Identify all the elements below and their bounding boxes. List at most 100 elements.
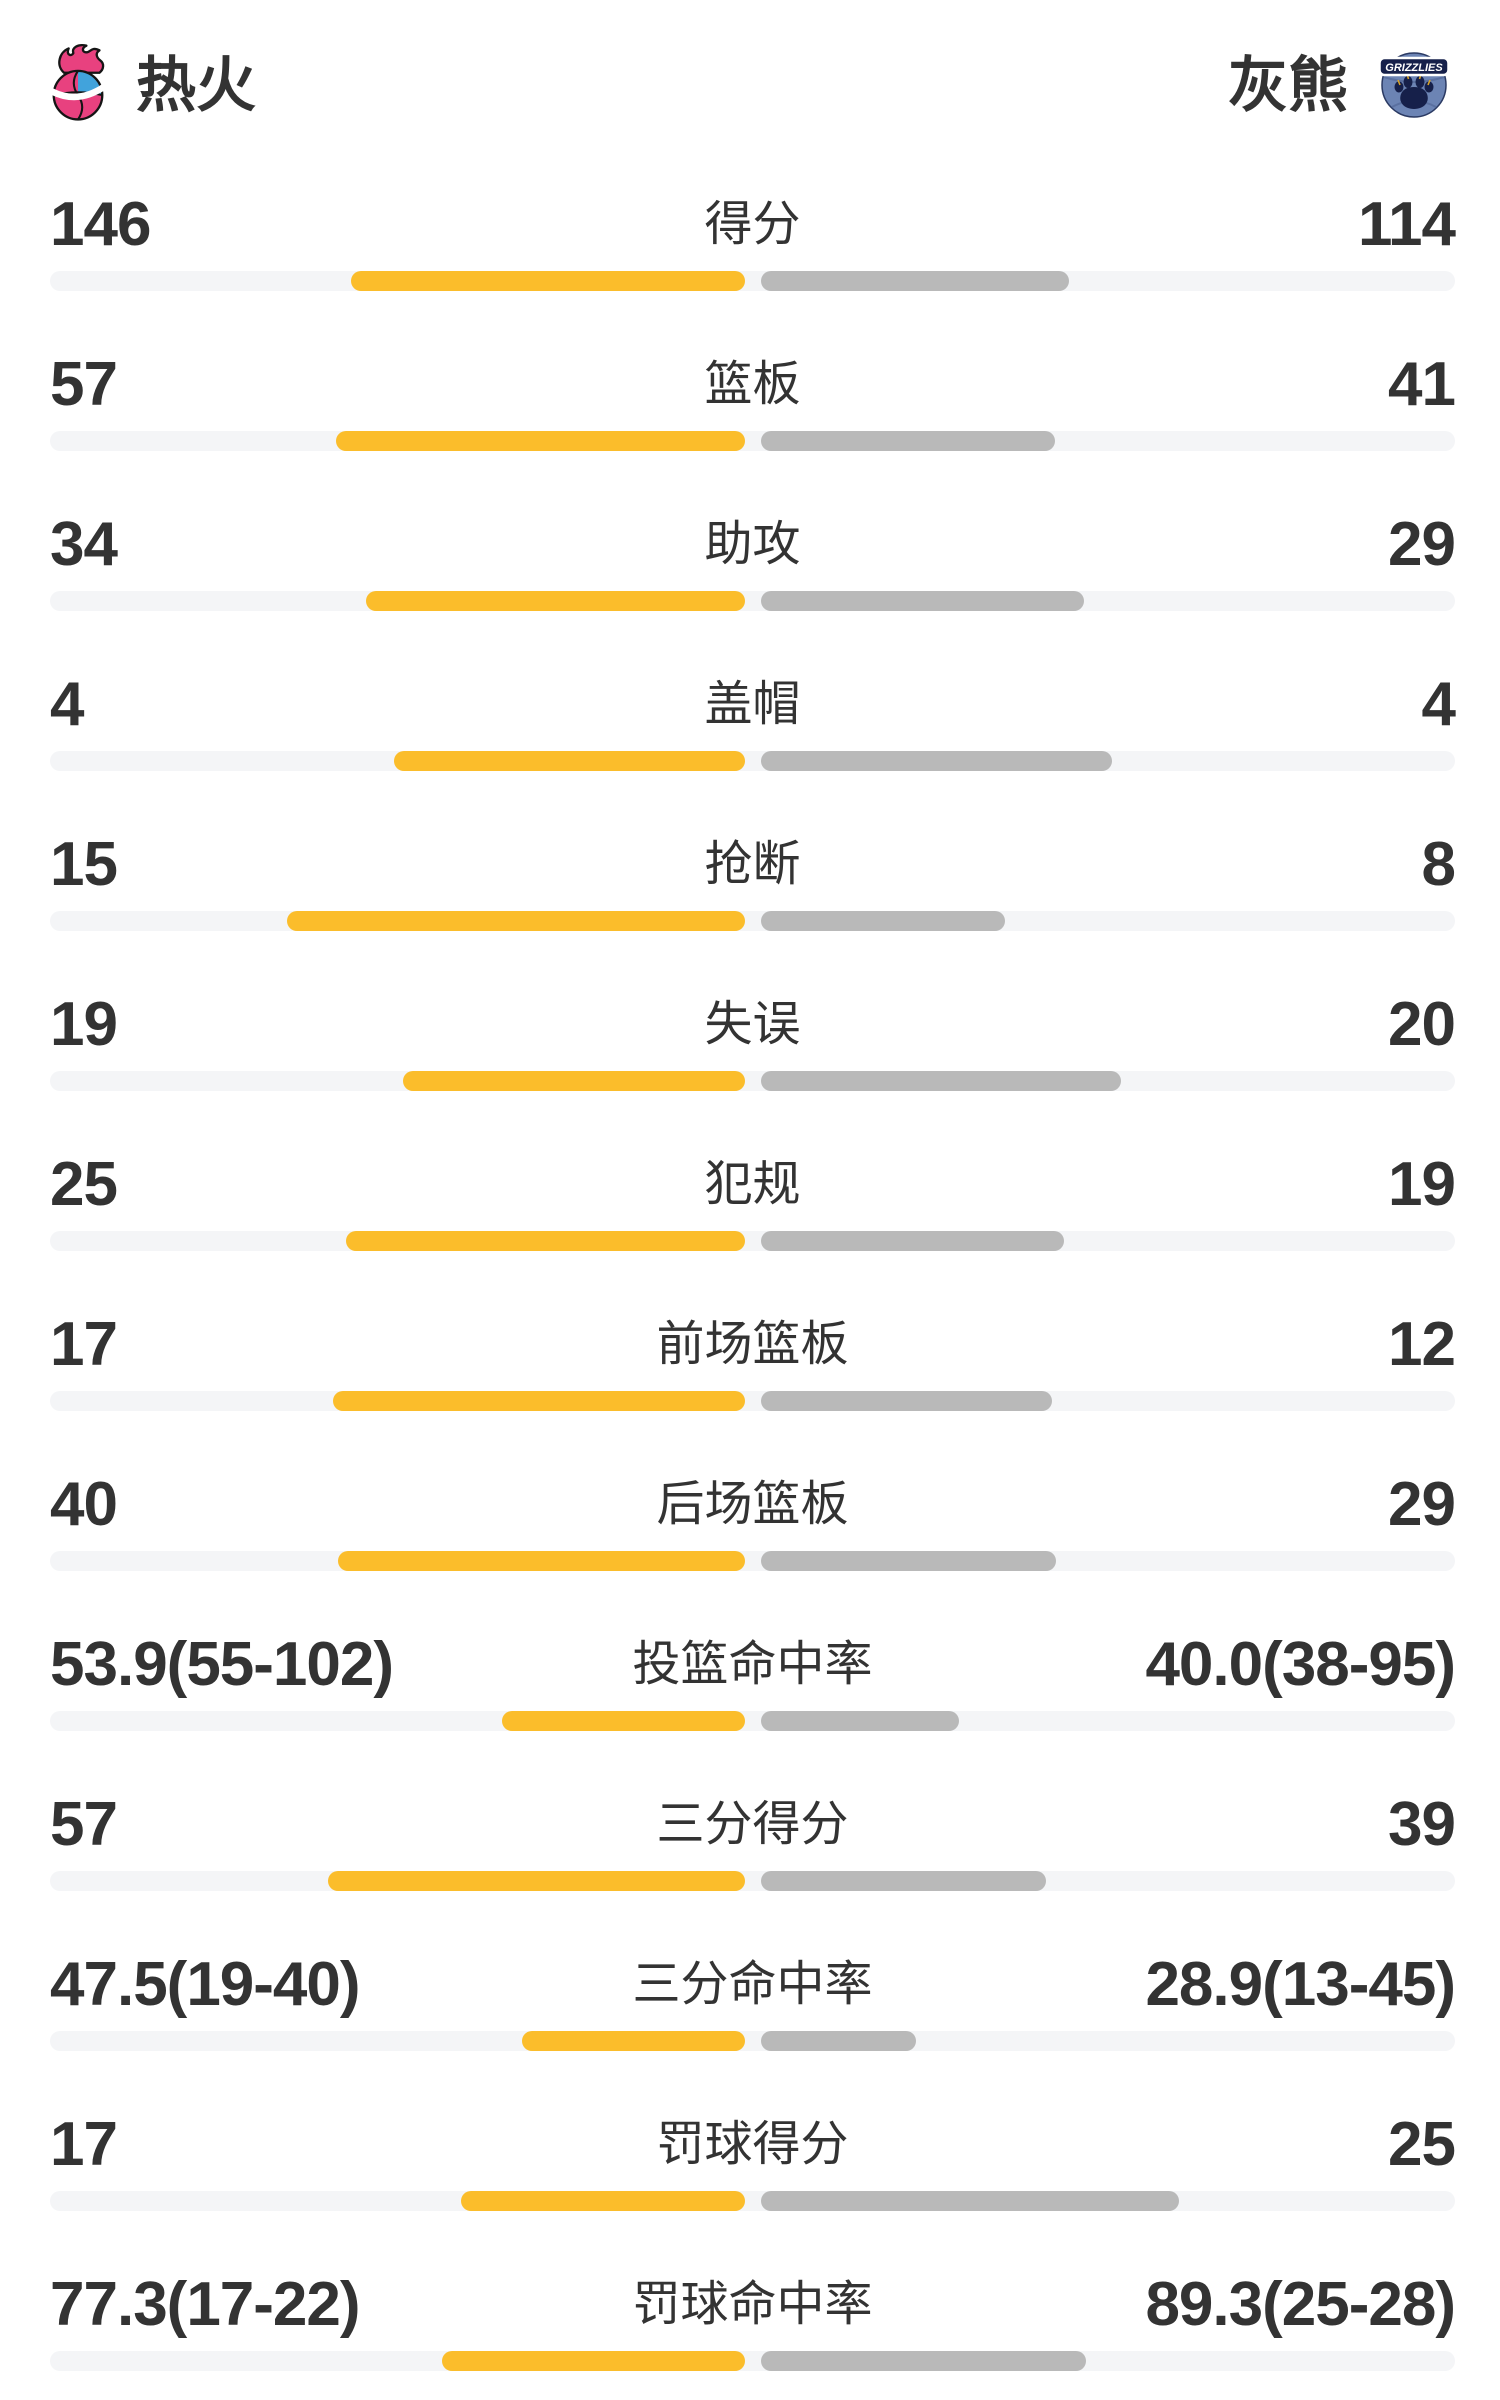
stat-bar-left-fill bbox=[365, 591, 745, 611]
stat-bar-track bbox=[50, 1071, 1455, 1091]
stat-label: 失误 bbox=[704, 998, 801, 1051]
stat-label: 助攻 bbox=[704, 518, 801, 571]
stat-row-assists: 34 助攻 29 bbox=[0, 465, 1500, 625]
stat-bar-left-fill bbox=[393, 751, 745, 771]
stat-row-rebounds: 57 篮板 41 bbox=[0, 305, 1500, 465]
stat-row-three-pt-pct: 47.5(19-40) 三分命中率 28.9(13-45) bbox=[0, 1905, 1500, 2065]
team-left-stat-value: 57 bbox=[50, 350, 118, 419]
stat-label: 前场篮板 bbox=[656, 1318, 849, 1371]
stat-label: 三分得分 bbox=[656, 1798, 849, 1851]
stat-row-defensive-rebounds: 40 后场篮板 29 bbox=[0, 1425, 1500, 1585]
team-left-stat-value: 53.9(55-102) bbox=[50, 1630, 394, 1699]
stat-bar-right-fill bbox=[760, 1071, 1121, 1091]
stat-bar-left-fill bbox=[335, 431, 745, 451]
stat-row-text: 57 篮板 41 bbox=[50, 349, 1456, 421]
stat-bar-right-fill bbox=[760, 271, 1069, 291]
stat-bar-track bbox=[50, 911, 1455, 931]
stat-row-ft-points: 17 罚球得分 25 bbox=[0, 2065, 1500, 2225]
stat-bar-right-fill bbox=[760, 591, 1084, 611]
team-right-stat-value: 12 bbox=[1388, 1310, 1456, 1379]
stat-bar-left-fill bbox=[460, 2191, 745, 2211]
team-left-stat-value: 15 bbox=[50, 830, 118, 899]
stat-bar-track bbox=[50, 1231, 1455, 1251]
team-right-stat-value: 39 bbox=[1388, 1790, 1456, 1859]
stat-bar-track bbox=[50, 271, 1455, 291]
stat-row-text: 19 失误 20 bbox=[50, 989, 1456, 1061]
stat-row-text: 57 三分得分 39 bbox=[50, 1789, 1456, 1861]
stats-list: 146 得分 114 57 篮板 41 34 助攻 29 4 盖帽 4 15 抢断 8 19 失误 20 25 犯规 1… bbox=[0, 145, 1500, 2385]
team-right-stat-value: 29 bbox=[1388, 510, 1456, 579]
stat-bar-right-fill bbox=[760, 911, 1005, 931]
team-left-stat-value: 40 bbox=[50, 1470, 118, 1539]
stat-bar-left-fill bbox=[501, 1711, 745, 1731]
header: 热火 灰熊 GRIZZLIES bbox=[0, 0, 1500, 145]
stat-row-text: 15 抢断 8 bbox=[50, 829, 1456, 901]
stat-label: 罚球得分 bbox=[656, 2118, 849, 2171]
team-right-stat-value: 19 bbox=[1388, 1150, 1456, 1219]
team-right-stat-value: 20 bbox=[1388, 990, 1456, 1059]
stat-bar-right-fill bbox=[760, 1711, 959, 1731]
stat-bar-track bbox=[50, 591, 1455, 611]
stat-bar-right-fill bbox=[760, 431, 1055, 451]
stat-bar-track bbox=[50, 751, 1455, 771]
team-left-stat-value: 17 bbox=[50, 1310, 118, 1379]
stat-bar-left-fill bbox=[332, 1391, 745, 1411]
team-left-stat-value: 4 bbox=[50, 670, 84, 739]
team-left-stat-value: 34 bbox=[50, 510, 118, 579]
stat-row-text: 40 后场篮板 29 bbox=[50, 1469, 1456, 1541]
stat-label: 三分命中率 bbox=[632, 1958, 873, 2011]
stat-bar-left-fill bbox=[337, 1551, 745, 1571]
stat-bar-right-fill bbox=[760, 2031, 916, 2051]
stat-bar-left-fill bbox=[327, 1871, 745, 1891]
stat-row-text: 146 得分 114 bbox=[50, 189, 1456, 261]
heat-logo-icon bbox=[48, 43, 108, 128]
stat-row-text: 25 犯规 19 bbox=[50, 1149, 1456, 1221]
stat-bar-track bbox=[50, 2191, 1455, 2211]
team-right-stat-value: 4 bbox=[1421, 670, 1456, 739]
team-left-stat-value: 19 bbox=[50, 990, 118, 1059]
stat-row-text: 17 罚球得分 25 bbox=[50, 2109, 1456, 2181]
stat-row-turnovers: 19 失误 20 bbox=[0, 945, 1500, 1105]
stat-bar-track bbox=[50, 1871, 1455, 1891]
team-right: 灰熊 GRIZZLIES bbox=[1228, 47, 1450, 124]
stat-bar-right-fill bbox=[760, 2351, 1086, 2371]
stat-row-ft-pct: 77.3(17-22) 罚球命中率 89.3(25-28) bbox=[0, 2225, 1500, 2385]
stat-row-points: 146 得分 114 bbox=[0, 145, 1500, 305]
team-right-stat-value: 89.3(25-28) bbox=[1145, 2270, 1456, 2339]
stat-label: 犯规 bbox=[704, 1158, 801, 1211]
team-right-stat-value: 25 bbox=[1388, 2110, 1456, 2179]
stat-row-text: 47.5(19-40) 三分命中率 28.9(13-45) bbox=[50, 1949, 1456, 2021]
stat-row-fouls: 25 犯规 19 bbox=[0, 1105, 1500, 1265]
stat-row-blocks: 4 盖帽 4 bbox=[0, 625, 1500, 785]
stat-bar-right-fill bbox=[760, 1871, 1046, 1891]
team-left-stat-value: 25 bbox=[50, 1150, 118, 1219]
team-right-stat-value: 8 bbox=[1421, 830, 1456, 899]
stat-bar-track bbox=[50, 431, 1455, 451]
stat-row-three-pt-points: 57 三分得分 39 bbox=[0, 1745, 1500, 1905]
stat-bar-left-fill bbox=[441, 2351, 745, 2371]
stat-bar-right-fill bbox=[760, 1391, 1052, 1411]
team-right-stat-value: 29 bbox=[1388, 1470, 1456, 1539]
stat-bar-track bbox=[50, 2031, 1455, 2051]
team-left: 热火 bbox=[48, 43, 256, 128]
stat-label: 罚球命中率 bbox=[632, 2278, 873, 2331]
stat-label: 投篮命中率 bbox=[632, 1638, 873, 1691]
team-left-stat-value: 17 bbox=[50, 2110, 118, 2179]
stat-label: 盖帽 bbox=[704, 678, 801, 731]
stat-label: 得分 bbox=[704, 198, 801, 251]
stat-bar-track bbox=[50, 1391, 1455, 1411]
stat-bar-left-fill bbox=[350, 271, 745, 291]
team-left-stat-value: 77.3(17-22) bbox=[50, 2270, 361, 2339]
stat-bar-right-fill bbox=[760, 1551, 1056, 1571]
stat-bar-track bbox=[50, 1711, 1455, 1731]
team-left-stat-value: 146 bbox=[50, 190, 151, 259]
team-right-name: 灰熊 bbox=[1228, 51, 1348, 119]
team-left-name: 热火 bbox=[136, 51, 256, 119]
team-right-stat-value: 40.0(38-95) bbox=[1145, 1630, 1456, 1699]
stat-row-text: 4 盖帽 4 bbox=[50, 669, 1456, 741]
stat-bar-right-fill bbox=[760, 2191, 1179, 2211]
stat-label: 篮板 bbox=[704, 358, 801, 411]
stat-bar-track bbox=[50, 1551, 1455, 1571]
team-right-stat-value: 41 bbox=[1388, 350, 1456, 419]
stat-row-text: 77.3(17-22) 罚球命中率 89.3(25-28) bbox=[50, 2269, 1456, 2341]
